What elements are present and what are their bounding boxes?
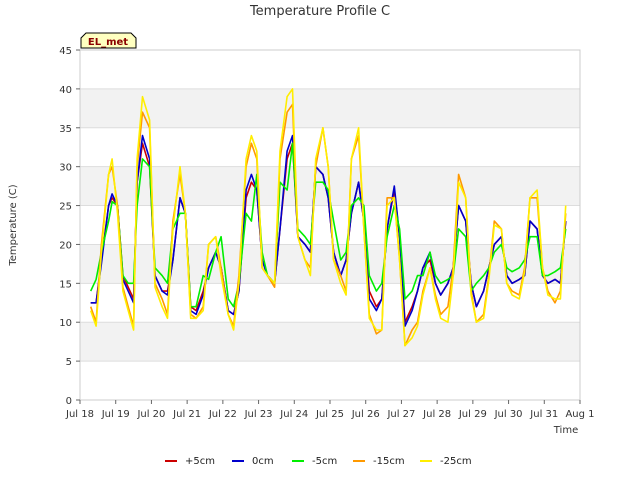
x-tick-label: Jul 26 — [351, 409, 380, 420]
background-band — [80, 88, 580, 128]
legend-label: -15cm — [373, 456, 405, 467]
y-tick-label: 25 — [59, 202, 72, 213]
y-tick-label: 5 — [66, 357, 72, 368]
x-tick-label: Jul 18 — [65, 409, 94, 420]
x-tick-label: Jul 31 — [529, 409, 558, 420]
background-band — [80, 322, 580, 362]
x-tick-label: Jul 23 — [244, 409, 273, 420]
y-axis-ticks: 0 5 10 15 20 25 30 35 40 45 — [59, 46, 80, 407]
y-tick-label: 20 — [59, 240, 72, 251]
x-tick-label: Jul 20 — [136, 409, 165, 420]
y-tick-label: 40 — [59, 85, 72, 96]
x-axis-title: Time — [553, 425, 578, 436]
legend-label: -5cm — [312, 456, 337, 467]
y-tick-label: 15 — [59, 279, 72, 290]
x-tick-label: Jul 28 — [422, 409, 451, 420]
y-tick-label: 30 — [59, 163, 72, 174]
legend: +5cm 0cm -5cm -15cm -25cm — [165, 456, 472, 467]
x-tick-label: Jul 19 — [101, 409, 130, 420]
y-axis-title: Temperature (C) — [8, 184, 19, 266]
x-tick-label: Jul 25 — [315, 409, 344, 420]
x-tick-label: Aug 1 — [565, 409, 594, 420]
series-lines — [89, 88, 567, 347]
legend-item: -5cm — [292, 456, 337, 467]
x-tick-label: Jul 22 — [208, 409, 237, 420]
legend-label: +5cm — [185, 456, 215, 467]
x-tick-label: Jul 29 — [458, 409, 487, 420]
series-line-5cm — [89, 142, 567, 308]
x-tick-label: Jul 21 — [172, 409, 201, 420]
legend-item: -15cm — [353, 456, 405, 467]
chart-title: Temperature Profile C — [249, 4, 390, 19]
y-tick-label: 35 — [59, 124, 72, 135]
grid-lines — [80, 49, 580, 401]
y-tick-label: 10 — [59, 318, 72, 329]
legend-label: 0cm — [252, 456, 274, 467]
badge-label: EL_met — [88, 37, 128, 48]
x-tick-label: Jul 27 — [386, 409, 415, 420]
legend-item: 0cm — [232, 456, 274, 467]
legend-item: -25cm — [420, 456, 472, 467]
legend-label: -25cm — [440, 456, 472, 467]
x-tick-label: Jul 24 — [279, 409, 308, 420]
background-bands — [80, 88, 580, 362]
x-tick-label: Jul 30 — [494, 409, 523, 420]
badge-box — [80, 32, 137, 49]
y-tick-label: 0 — [66, 396, 72, 407]
y-tick-label: 45 — [59, 46, 72, 57]
series-line-25cm — [89, 88, 567, 347]
site-badge: EL_met — [80, 32, 137, 49]
x-axis-ticks: Jul 18 Jul 19 Jul 20 Jul 21 Jul 22 Jul 23 Jul … — [65, 400, 595, 420]
legend-item: +5cm — [165, 456, 215, 467]
